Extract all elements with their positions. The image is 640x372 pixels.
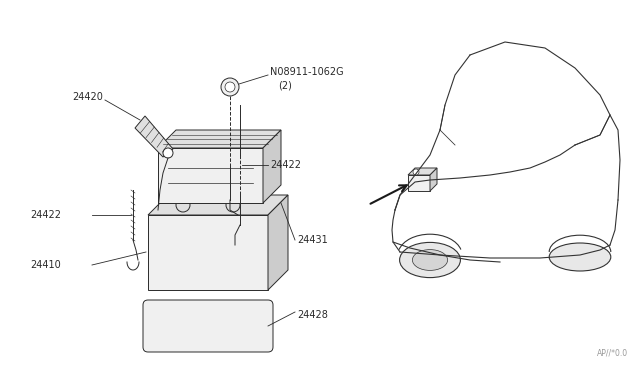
- Polygon shape: [135, 116, 173, 157]
- Polygon shape: [263, 130, 281, 203]
- Text: 24431: 24431: [297, 235, 328, 245]
- Ellipse shape: [549, 243, 611, 271]
- Text: 24428: 24428: [297, 310, 328, 320]
- Ellipse shape: [412, 250, 447, 270]
- Polygon shape: [158, 130, 281, 148]
- Polygon shape: [268, 195, 288, 290]
- Circle shape: [163, 148, 173, 158]
- Text: 24422: 24422: [30, 210, 61, 220]
- Ellipse shape: [399, 243, 460, 278]
- FancyBboxPatch shape: [143, 300, 273, 352]
- Text: N08911-1062G: N08911-1062G: [270, 67, 344, 77]
- Circle shape: [413, 169, 419, 175]
- Bar: [158, 148, 263, 203]
- Bar: [408, 175, 430, 191]
- Circle shape: [221, 78, 239, 96]
- Text: (2): (2): [278, 80, 292, 90]
- Text: 24420: 24420: [72, 92, 103, 102]
- Text: AP//*0.0: AP//*0.0: [597, 349, 628, 358]
- Circle shape: [176, 198, 190, 212]
- Circle shape: [225, 82, 235, 92]
- Polygon shape: [408, 168, 437, 175]
- Polygon shape: [148, 195, 288, 215]
- Circle shape: [226, 198, 240, 212]
- Polygon shape: [430, 168, 437, 191]
- Text: 24422: 24422: [270, 160, 301, 170]
- Text: 24410: 24410: [30, 260, 61, 270]
- Bar: [148, 215, 268, 290]
